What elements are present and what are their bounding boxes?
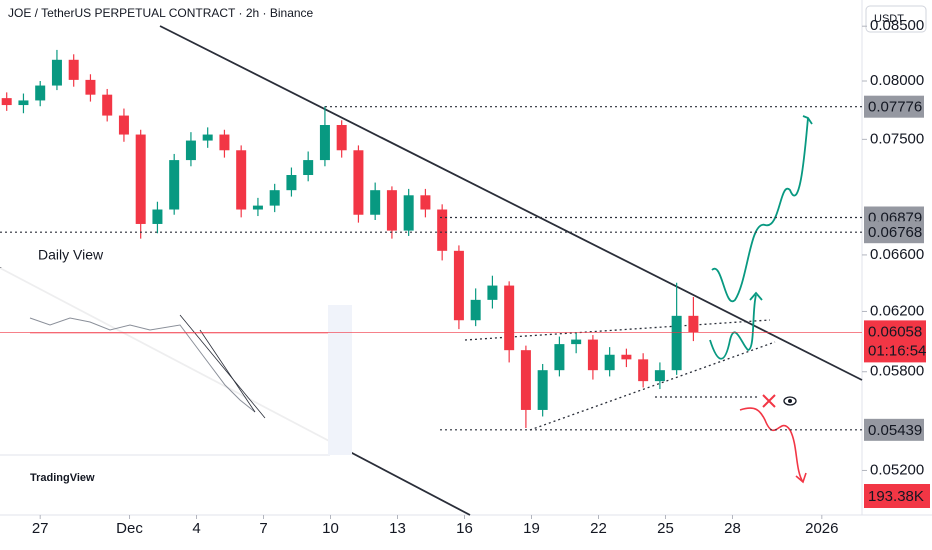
triangle-line (464, 319, 771, 341)
candle-body (118, 115, 129, 135)
volume-label: 193.38K (868, 488, 924, 505)
candle-body (671, 315, 682, 371)
eye-icon (783, 396, 797, 406)
y-tick-label: 0.06200 (870, 302, 924, 319)
y-tick-label: 0.06600 (870, 246, 924, 263)
candle-body (604, 354, 615, 371)
y-tick-label: 0.05800 (870, 363, 924, 380)
candle-body (336, 125, 347, 151)
countdown: 01:16:54 (868, 342, 926, 359)
candle-body (286, 175, 297, 191)
candle-body (487, 285, 498, 300)
projection-up (711, 117, 809, 303)
candle-body (68, 59, 79, 80)
candle-body (18, 100, 29, 106)
candle-body (453, 250, 464, 321)
inset-title: Daily View (38, 247, 104, 263)
candle-body (303, 160, 314, 176)
price-label-box (864, 221, 924, 244)
price-label-box (864, 95, 924, 118)
candle-body (571, 339, 582, 345)
candle-body (1, 98, 12, 106)
y-tick-label: 0.07500 (870, 130, 924, 147)
candle-body (353, 150, 364, 215)
candle-body (152, 209, 163, 224)
candle-body (319, 125, 330, 161)
invalid-mark (762, 394, 776, 408)
candle-body (403, 195, 414, 231)
candle-body (269, 190, 280, 206)
inset: Daily View (0, 247, 352, 463)
candle-body (654, 370, 665, 382)
y-tick-label: 0.05200 (870, 461, 924, 478)
candle-body (537, 370, 548, 410)
candle-body (504, 285, 515, 351)
candle-body (386, 190, 397, 231)
candle-body (85, 79, 96, 95)
price-label-box (864, 418, 924, 441)
triangle-line (529, 341, 776, 431)
inset-frame (0, 268, 345, 463)
x-tick-label: 27 (32, 520, 49, 537)
candle-body (135, 134, 146, 224)
candle-body (437, 209, 448, 251)
candle-body (35, 85, 46, 101)
current-price-box (864, 320, 926, 363)
candle-body (587, 339, 598, 371)
candle-body (370, 190, 381, 215)
x-tick-label: 10 (322, 520, 339, 537)
candle-body (219, 134, 230, 151)
projection-down (739, 407, 804, 483)
inset-price (29, 317, 256, 413)
price-label: 0.07776 (868, 99, 922, 116)
candles (1, 49, 699, 429)
y-tick-label: 0.08000 (870, 72, 924, 89)
currency: USDT (874, 13, 904, 25)
candle-body (520, 350, 531, 410)
x-tick-label: 2026 (805, 520, 838, 537)
candle-body (102, 94, 113, 116)
price-label: 0.05439 (868, 422, 922, 439)
candle-body (236, 150, 247, 210)
x-tick-label: 16 (456, 520, 473, 537)
x-tick-label: 28 (724, 520, 741, 537)
candle-body (169, 160, 180, 210)
eye-pupil (788, 399, 792, 403)
candle-body (638, 359, 649, 382)
candle-body (470, 299, 481, 321)
current-price-label: 0.06058 (868, 323, 922, 340)
candle-body (420, 195, 431, 210)
x-tick-label: 13 (389, 520, 406, 537)
arrow-head (795, 472, 807, 484)
x-tick-label: 19 (523, 520, 540, 537)
brand: TradingView (30, 472, 95, 484)
x-tick-label: 22 (590, 520, 607, 537)
x-tick-label: 25 (657, 520, 674, 537)
candle-body (51, 59, 62, 86)
x-tick-label: 4 (192, 520, 200, 537)
x-tick-label: Dec (116, 520, 143, 537)
candle-body (621, 354, 632, 360)
inset-price-axis (328, 305, 352, 455)
candle-body (252, 205, 263, 210)
candle-body (202, 134, 213, 141)
y-tick-label: 0.08500 (870, 17, 924, 34)
candle-body (185, 140, 196, 161)
candle-body (688, 315, 699, 333)
candle-body (554, 344, 565, 371)
currency-box (865, 5, 927, 33)
arrow-head (749, 291, 763, 301)
x-tick-label: 7 (259, 520, 267, 537)
chart-title: JOE / TetherUS PERPETUAL CONTRACT · 2h ·… (8, 6, 314, 20)
projection-alt (709, 294, 757, 360)
arrow-head (802, 115, 813, 125)
price-label: 0.06768 (868, 224, 922, 241)
inset-line (199, 329, 256, 413)
volume-label-box (864, 484, 930, 508)
